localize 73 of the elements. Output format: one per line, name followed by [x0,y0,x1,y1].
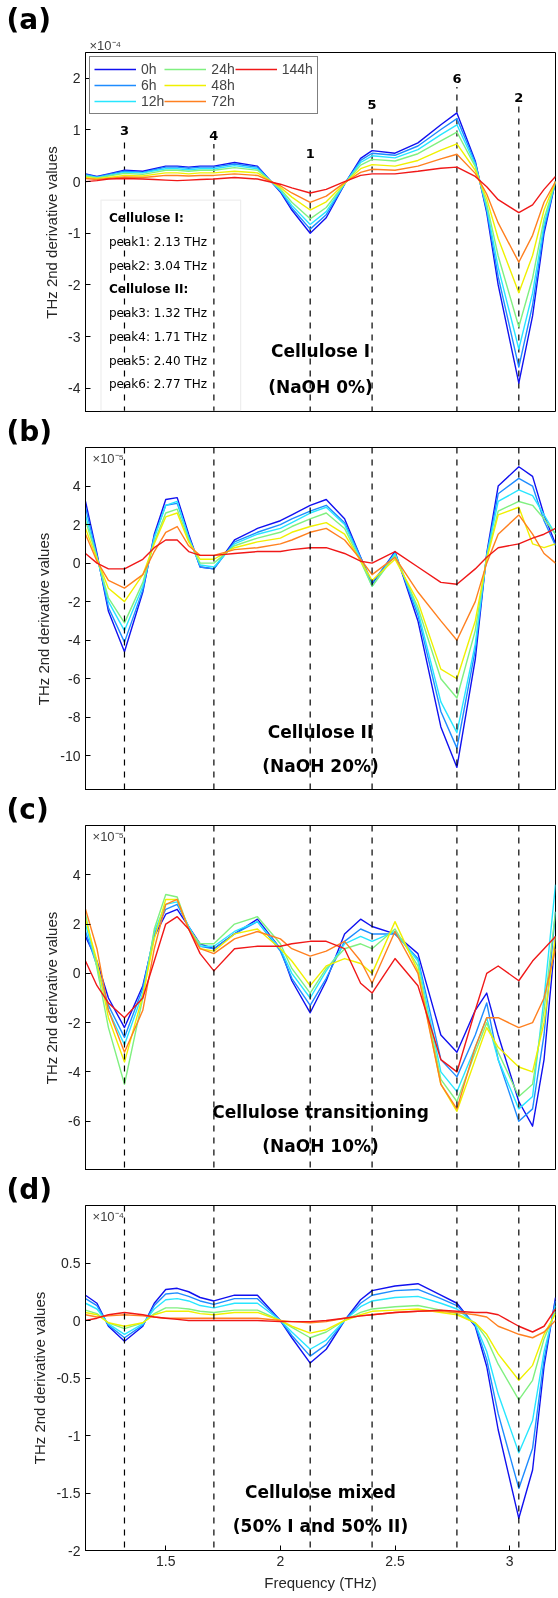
annotation: Cellulose mixed [244,1481,397,1502]
x-tick-label: 3 [505,1552,514,1569]
x-tick-label: 2 [276,1552,285,1569]
annotation: 2 [514,89,524,105]
y-tick-label: -1 [68,1427,81,1444]
y-tick-label: 0 [72,173,81,190]
annotation: peak1: 2.13 THz [109,234,207,249]
annotation: (50% I and 50% II) [232,1516,409,1537]
annotation: Cellulose II [267,722,374,743]
legend-label: 12h [141,93,165,109]
y-tick-label: -0.5 [56,1370,81,1386]
annotation: peak4: 1.71 THz [109,329,207,344]
chart-title: (c) [6,792,49,826]
y-tick-label: 2 [72,516,81,533]
annotation: (NaOH 20%) [262,756,379,777]
legend-label: 24h [211,61,235,77]
chart-title: (a) [6,2,51,36]
y-tick-label: 4 [72,866,81,883]
annotation: 4 [209,128,219,144]
annotation: Cellulose transitioning [212,1101,429,1122]
legend-label: 6h [141,77,158,93]
y-tick-label: 0 [72,555,81,572]
x-tick-label: 2.5 [385,1552,405,1569]
y-tick-label: -1 [68,225,81,242]
y-tick-label: 2 [72,70,81,87]
y-tick-label: -3 [68,328,81,345]
y-tick-label: -2 [68,276,81,293]
annotation: ×10⁻⁵ [92,450,124,466]
y-axis-title: THz 2nd derivative values [35,532,53,706]
legend-label: 48h [211,77,235,93]
y-tick-label: -2 [68,593,81,610]
annotation: 1 [305,146,315,162]
annotation: (NaOH 0%) [268,377,373,398]
annotation: peak2: 3.04 THz [109,258,207,273]
y-tick-label: 2 [72,916,81,933]
chart-title: (b) [6,414,53,448]
annotation: peak5: 2.40 THz [109,353,207,368]
y-tick-label: 0.5 [61,1255,81,1271]
y-tick-label: -2 [68,1014,81,1031]
annotation: peak6: 2.77 THz [109,377,207,392]
annotation: 6 [452,71,462,87]
y-tick-label: -6 [68,670,81,687]
y-tick-label: 0 [72,1312,81,1329]
y-tick-label: -4 [68,632,81,649]
y-tick-label: -2 [68,1542,81,1559]
annotation: ×10⁻⁴ [89,37,122,53]
annotation: (NaOH 10%) [262,1136,379,1157]
legend-label: 144h [281,61,313,77]
y-tick-label: -1.5 [56,1485,81,1501]
y-axis-title: THz 2nd derivative values [43,146,61,319]
y-tick-label: -4 [68,1063,81,1080]
annotation: Cellulose II: [109,282,189,297]
annotation: Cellulose I [270,341,371,362]
y-tick-label: -4 [68,380,81,397]
annotation: 5 [367,97,377,113]
legend-label: 72h [211,93,235,109]
y-tick-label: 0 [72,965,81,982]
annotation: ×10⁻⁵ [92,828,124,844]
chart-title: (d) [6,1172,53,1206]
x-axis-title: Frequency (THz) [264,1573,377,1591]
annotation: 3 [119,123,129,139]
legend-label: 0h [141,61,158,77]
y-axis-title: THz 2nd derivative values [43,911,61,1085]
annotation: peak3: 1.32 THz [109,306,207,321]
annotation: Cellulose I: [109,211,184,226]
annotation: ×10⁻⁴ [92,1208,125,1224]
y-tick-label: 4 [72,478,81,495]
x-tick-label: 1.5 [156,1552,176,1569]
y-tick-label: 1 [72,121,81,138]
y-axis-title: THz 2nd derivative values [31,1291,49,1465]
y-tick-label: -10 [60,747,81,764]
y-tick-label: -8 [68,709,81,726]
y-tick-label: -6 [68,1113,81,1130]
